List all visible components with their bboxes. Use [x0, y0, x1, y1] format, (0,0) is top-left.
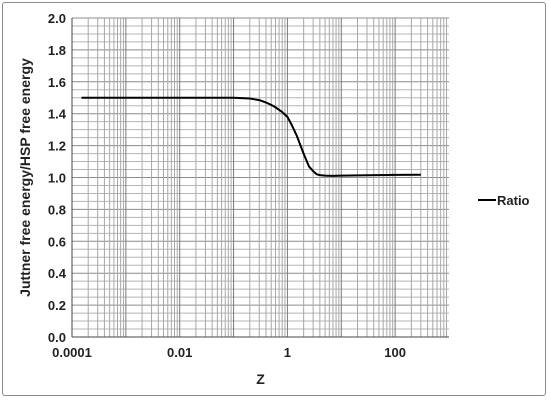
series-layer [81, 96, 421, 177]
x-axis-title: Z [256, 371, 265, 387]
y-tick-label: 1.6 [48, 75, 66, 90]
x-tick-label: 100 [384, 345, 406, 360]
y-tick-label: 1.8 [48, 43, 66, 58]
tick-labels: 0.0 0.2 0.4 0.6 0.8 1.0 1.2 1.4 1.6 1.8 2.0 0.0001 0… [48, 11, 406, 360]
chart-frame [2, 2, 546, 396]
x-tick-label: 0.0001 [52, 345, 92, 360]
x-tick-label: 0.01 [167, 345, 192, 360]
y-tick-label: 0.2 [48, 298, 66, 313]
y-axis-title: Juttner free energy/HSP free energy [17, 58, 33, 297]
axes [71, 18, 449, 338]
series-line-ratio [81, 96, 421, 177]
legend: Ratio [478, 193, 530, 208]
y-tick-label: 1.2 [48, 139, 66, 154]
y-tick-label: 2.0 [48, 11, 66, 26]
y-tick-label: 0.8 [48, 202, 66, 217]
x-tick-label: 1 [284, 345, 291, 360]
y-tick-label: 0.0 [48, 330, 66, 345]
legend-label-ratio: Ratio [497, 193, 530, 208]
y-tick-label: 1.0 [48, 171, 66, 186]
y-tick-label: 0.4 [48, 266, 67, 281]
grid [71, 17, 449, 338]
y-tick-label: 0.6 [48, 234, 66, 249]
y-tick-label: 1.4 [48, 107, 67, 122]
